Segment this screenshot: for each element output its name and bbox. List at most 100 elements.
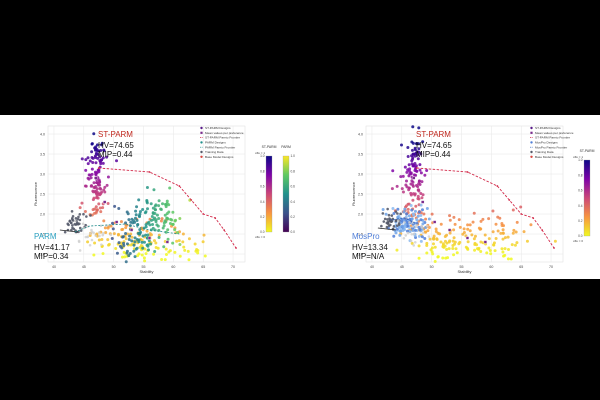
st-design-point [99, 187, 103, 191]
st-design-point [93, 211, 97, 215]
method-hv-value: HV=13.34 [352, 243, 388, 252]
colorbar-tick-label: 0.4 [578, 204, 583, 208]
st-design-point [93, 241, 97, 245]
legend-entry: ST-PARM Designs [535, 126, 561, 130]
st-design-point [417, 147, 421, 151]
st-design-point [409, 191, 413, 195]
method-design-point [135, 205, 139, 209]
method-design-point [421, 222, 425, 226]
st-design-point [410, 179, 414, 183]
base-design-point [421, 231, 425, 235]
mean-value-marker [433, 220, 437, 224]
legend-entry: Mean values per preference [205, 131, 244, 135]
st-design-point [78, 206, 82, 210]
st-design-point [90, 142, 94, 146]
st-design-point [116, 233, 120, 237]
method-design-point [395, 227, 399, 231]
colorbar-tick-label: 0.0 [291, 230, 296, 234]
st-design-point [441, 245, 445, 249]
st-design-point [99, 192, 103, 196]
st-design-point [140, 253, 144, 257]
y-axis-label: Fluorescence [33, 181, 38, 206]
st-design-point [105, 183, 109, 187]
method-design-point [127, 237, 131, 241]
st-design-point [123, 255, 127, 259]
method-design-point [418, 227, 422, 231]
st-design-point [453, 240, 457, 244]
st-design-point [464, 245, 468, 249]
train-design-point [82, 212, 85, 216]
colorbar-tick-label: 1.0 [291, 154, 296, 158]
method-design-point [159, 208, 163, 211]
st-design-point [178, 254, 182, 258]
method-design-point [117, 241, 121, 245]
st-parm-pareto-frontier-line [416, 167, 555, 249]
method-design-point [142, 240, 146, 244]
st-design-point [430, 212, 434, 216]
train-design-point [66, 222, 70, 226]
st-design-point [102, 219, 106, 223]
st-design-point [193, 242, 197, 246]
method-design-point [408, 217, 412, 221]
method-design-point [163, 213, 167, 217]
base-design-point [98, 234, 101, 238]
train-design-point [386, 218, 389, 221]
st-design-point [92, 132, 96, 136]
y-tick-label: 3.5 [358, 152, 363, 156]
st-design-point [164, 252, 168, 256]
legend-entry: ST-PARM Pareto Frontier [205, 136, 240, 140]
st-design-point [89, 176, 93, 180]
st-design-point [400, 187, 404, 191]
colorbar-title: ST-PARM [580, 149, 595, 153]
method-design-point [152, 188, 156, 192]
train-design-point [84, 223, 87, 227]
st-design-point [406, 168, 410, 172]
st-design-point [500, 221, 504, 225]
st-design-point [401, 190, 405, 194]
legend-swatch [200, 141, 203, 144]
st-design-point [466, 223, 470, 227]
st-design-point [519, 205, 523, 209]
st-design-point [187, 258, 191, 262]
method-design-point [111, 221, 115, 225]
method-design-point [128, 251, 132, 255]
colorbar-tick-label: 0.0 [578, 234, 583, 238]
method-design-point [133, 216, 137, 220]
method-design-point [142, 226, 146, 230]
train-design-point [78, 226, 82, 230]
st-design-point [432, 234, 436, 238]
st-design-point [175, 239, 179, 243]
st-design-point [99, 160, 102, 164]
st-design-point [481, 217, 485, 221]
st-design-point [181, 232, 185, 236]
st-design-point [447, 240, 451, 244]
method-design-point [149, 202, 153, 206]
st-parm-frontier-point [466, 171, 469, 173]
method-design-point [154, 220, 158, 224]
st-design-point [107, 242, 111, 246]
method-design-point [125, 242, 129, 246]
method-design-point [110, 237, 114, 241]
st-design-point [120, 228, 124, 232]
st-design-point [458, 225, 462, 229]
method-design-point [417, 234, 421, 238]
st-design-point [468, 229, 472, 233]
st-parm-frontier-point [508, 199, 511, 201]
method-design-point [155, 213, 159, 217]
st-parm-frontier-point [190, 199, 193, 201]
base-design-point [90, 238, 94, 242]
st-design-point [94, 161, 98, 165]
base-design-point [414, 225, 418, 228]
st-parm-frontier-point [541, 229, 544, 231]
legend-swatch [200, 126, 203, 130]
st-design-point [410, 159, 414, 163]
method-design-point [396, 207, 400, 211]
method-design-point [132, 243, 136, 247]
st-parm-frontier-point [223, 229, 226, 231]
st-design-point [145, 229, 149, 233]
method-design-point [133, 240, 137, 244]
st-design-point [137, 252, 141, 256]
method-design-point [419, 214, 423, 218]
method-design-point [157, 204, 161, 208]
st-parm-frontier-point [532, 217, 535, 219]
